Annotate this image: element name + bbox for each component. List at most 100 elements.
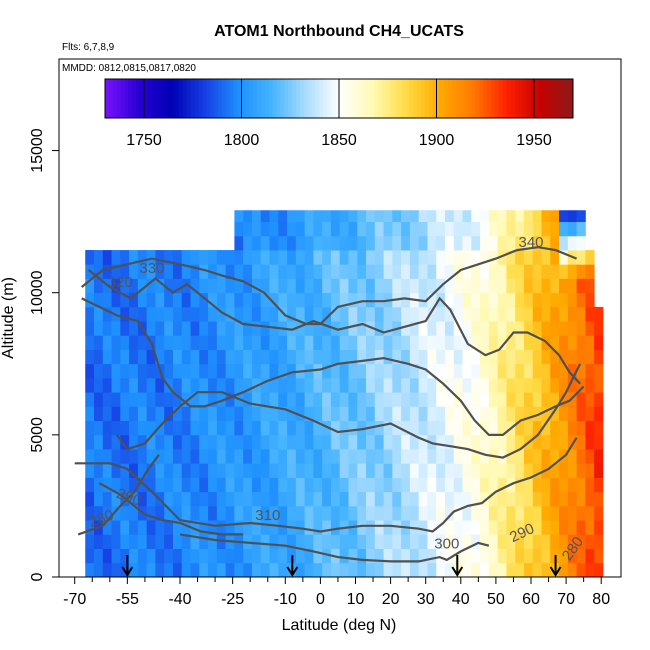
heatmap-cell [155, 505, 165, 521]
heatmap-cell [225, 321, 235, 336]
heatmap-cell [366, 505, 376, 521]
heatmap-cell [585, 477, 595, 493]
colorbar-cell [186, 79, 192, 118]
heatmap-cell [436, 534, 446, 549]
heatmap-cell [480, 250, 490, 265]
heatmap-cell [287, 377, 297, 393]
heatmap-cell [541, 406, 551, 422]
heatmap-cell [585, 250, 595, 265]
heatmap-cell [541, 392, 551, 407]
heatmap-cell [287, 278, 297, 294]
heatmap-cell [330, 505, 341, 521]
heatmap-cell [357, 250, 367, 265]
dates-label: MMDD: 0812,0815,0817,0820 [62, 63, 196, 74]
heatmap-cell [260, 477, 270, 493]
heatmap-cell [436, 420, 446, 436]
heatmap-cell [94, 434, 104, 450]
heatmap-cell [146, 505, 156, 521]
heatmap-cell [322, 264, 332, 279]
heatmap-cell [445, 292, 455, 308]
contour-label: 330 [139, 260, 164, 277]
heatmap-cell [172, 477, 183, 493]
heatmap-cell [366, 264, 376, 279]
heatmap-cell [111, 534, 121, 549]
heatmap-cell [295, 210, 305, 223]
heatmap-cell [418, 349, 428, 365]
heatmap-cell [339, 463, 349, 478]
colorbar-cell [335, 79, 340, 118]
heatmap-cell [225, 505, 235, 521]
heatmap-cell [260, 463, 270, 478]
heatmap-cell [392, 306, 402, 322]
heatmap-cell [111, 406, 121, 422]
heatmap-cell [146, 363, 156, 379]
heatmap-cell [330, 278, 341, 294]
heatmap-cell [313, 534, 323, 549]
heatmap-cell [129, 520, 139, 535]
colorbar-cell [378, 79, 383, 118]
heatmap-cell [418, 562, 428, 578]
heatmap-cell [550, 420, 560, 436]
heatmap-cell [445, 548, 455, 564]
heatmap-cell [471, 377, 481, 393]
heatmap-cell [567, 292, 578, 308]
colorbar-cell [136, 79, 141, 118]
heatmap-cell [374, 264, 384, 279]
heatmap-cell [401, 392, 411, 407]
heatmap-cell [506, 520, 516, 535]
heatmap-cell [594, 434, 604, 450]
heatmap-cell [550, 335, 560, 350]
heatmap-cell [576, 264, 586, 279]
heatmap-cell [471, 292, 481, 308]
y-tick-label: 10000 [29, 270, 46, 315]
colorbar-cell [296, 79, 301, 118]
heatmap-cell [497, 520, 507, 535]
heatmap-cell [287, 534, 297, 549]
heatmap-cell [278, 463, 288, 478]
heatmap-cell [287, 264, 297, 279]
colorbar-cell [147, 79, 153, 118]
heatmap-cell [287, 235, 297, 251]
chart-title: ATOM1 Northbound CH4_UCATS [214, 23, 464, 40]
heatmap-cell [532, 548, 542, 564]
heatmap-cell [234, 491, 244, 507]
heatmap-cell [216, 420, 227, 436]
heatmap-cell [251, 463, 262, 478]
heatmap-cell [445, 477, 455, 493]
heatmap-cell [304, 477, 314, 493]
heatmap-cell [409, 250, 420, 265]
heatmap-cell [523, 449, 534, 464]
heatmap-cell [550, 306, 560, 322]
heatmap-cell [190, 463, 200, 478]
heatmap-cell [462, 505, 472, 521]
heatmap-cell [94, 491, 104, 507]
heatmap-cell [523, 477, 534, 493]
heatmap-cell [497, 250, 507, 265]
colorbar-cell [151, 79, 157, 118]
heatmap-cell [278, 278, 288, 294]
heatmap-cell [559, 477, 569, 493]
heatmap-cell [348, 534, 358, 549]
colorbar-cell [190, 79, 196, 118]
heatmap-cell [243, 420, 253, 436]
heatmap-cell [471, 335, 481, 350]
colorbar-cell [381, 79, 387, 118]
heatmap-cell [278, 449, 288, 464]
heatmap-cell [322, 377, 332, 393]
heatmap-cell [339, 534, 349, 549]
heatmap-cell [532, 562, 542, 578]
heatmap-cell [94, 548, 104, 564]
heatmap-cell [330, 406, 341, 422]
heatmap-cell [164, 520, 174, 535]
heatmap-cell [111, 278, 121, 294]
heatmap-cell [85, 520, 95, 535]
heatmap-cell [216, 292, 227, 308]
heatmap-cell [94, 335, 104, 350]
heatmap-cell [523, 221, 534, 237]
colorbar-cell [225, 79, 231, 118]
heatmap-cell [164, 278, 174, 294]
heatmap-cell [225, 463, 235, 478]
heatmap-cell [576, 434, 586, 450]
heatmap-cell [418, 491, 428, 507]
heatmap-cell [559, 292, 569, 308]
